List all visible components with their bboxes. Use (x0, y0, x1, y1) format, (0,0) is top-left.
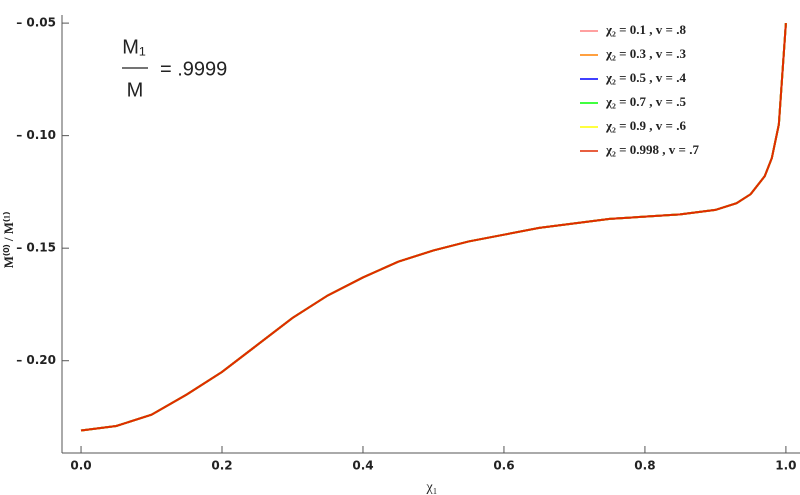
x-tick-label: 0.4 (352, 459, 373, 473)
x-tick-label: 0.6 (493, 459, 514, 473)
y-tick-label: – 0.15 (16, 241, 56, 255)
x-tick-label: 0.0 (70, 459, 91, 473)
x-axis-label: χ₁ (425, 480, 437, 495)
legend-label: χ₂ = 0.5 , v = .4 (605, 70, 686, 85)
y-tick-label: – 0.05 (16, 16, 56, 30)
legend-label: χ₂ = 0.998 , v = .7 (605, 142, 699, 157)
y-tick-label: – 0.10 (16, 128, 56, 142)
y-axis-label: M⁽⁰⁾ / M⁽¹⁾ (1, 212, 16, 269)
x-tick-label: 0.8 (634, 459, 655, 473)
x-tick-label: 1.0 (775, 459, 796, 473)
legend-label: χ₂ = 0.7 , v = .5 (605, 94, 686, 109)
legend-label: χ₂ = 0.1 , v = .8 (605, 22, 686, 37)
legend-label: χ₂ = 0.3 , v = .3 (605, 46, 686, 61)
series-line (80, 23, 787, 432)
annotation-value: = .9999 (160, 58, 227, 80)
annotation-denominator: M (127, 79, 144, 101)
annotation-numerator: M₁ (122, 36, 146, 58)
legend-label: χ₂ = 0.9 , v = .6 (605, 118, 686, 133)
x-tick-label: 0.2 (211, 459, 232, 473)
y-tick-label: – 0.20 (16, 353, 56, 367)
